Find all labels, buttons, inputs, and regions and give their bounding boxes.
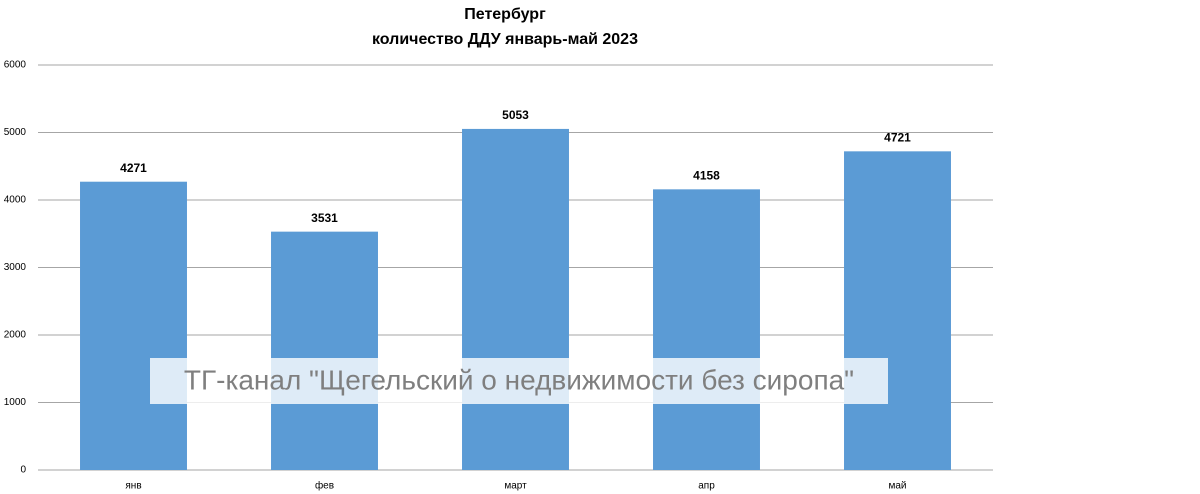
x-tick-label: апр <box>698 481 715 492</box>
chart-subtitle: количество ДДУ январь-май 2023 <box>372 31 638 48</box>
y-tick-label: 3000 <box>4 262 27 273</box>
bar <box>653 189 760 470</box>
value-label: 4271 <box>120 161 147 175</box>
chart-title: Петербург <box>464 6 546 23</box>
y-tick-label: 1000 <box>4 397 27 408</box>
x-tick-label: март <box>504 481 527 492</box>
watermark: ТГ-канал "Щегельский о недвижимости без … <box>184 364 854 395</box>
bar <box>271 231 378 470</box>
y-tick-label: 0 <box>20 465 26 476</box>
x-tick-label: май <box>888 481 906 492</box>
x-tick-label: фев <box>315 480 334 492</box>
y-tick-label: 2000 <box>4 330 27 341</box>
value-label: 3531 <box>311 211 338 225</box>
y-tick-label: 6000 <box>4 60 27 71</box>
value-label: 4158 <box>693 169 720 183</box>
value-label: 4721 <box>884 131 911 145</box>
x-tick-label: янв <box>125 481 141 492</box>
bar <box>462 128 569 471</box>
y-tick-label: 5000 <box>4 127 27 138</box>
bar <box>844 151 951 470</box>
value-label: 5053 <box>502 108 529 122</box>
watermark-box <box>150 358 888 404</box>
bar <box>80 181 187 470</box>
y-tick-label: 4000 <box>4 195 27 206</box>
